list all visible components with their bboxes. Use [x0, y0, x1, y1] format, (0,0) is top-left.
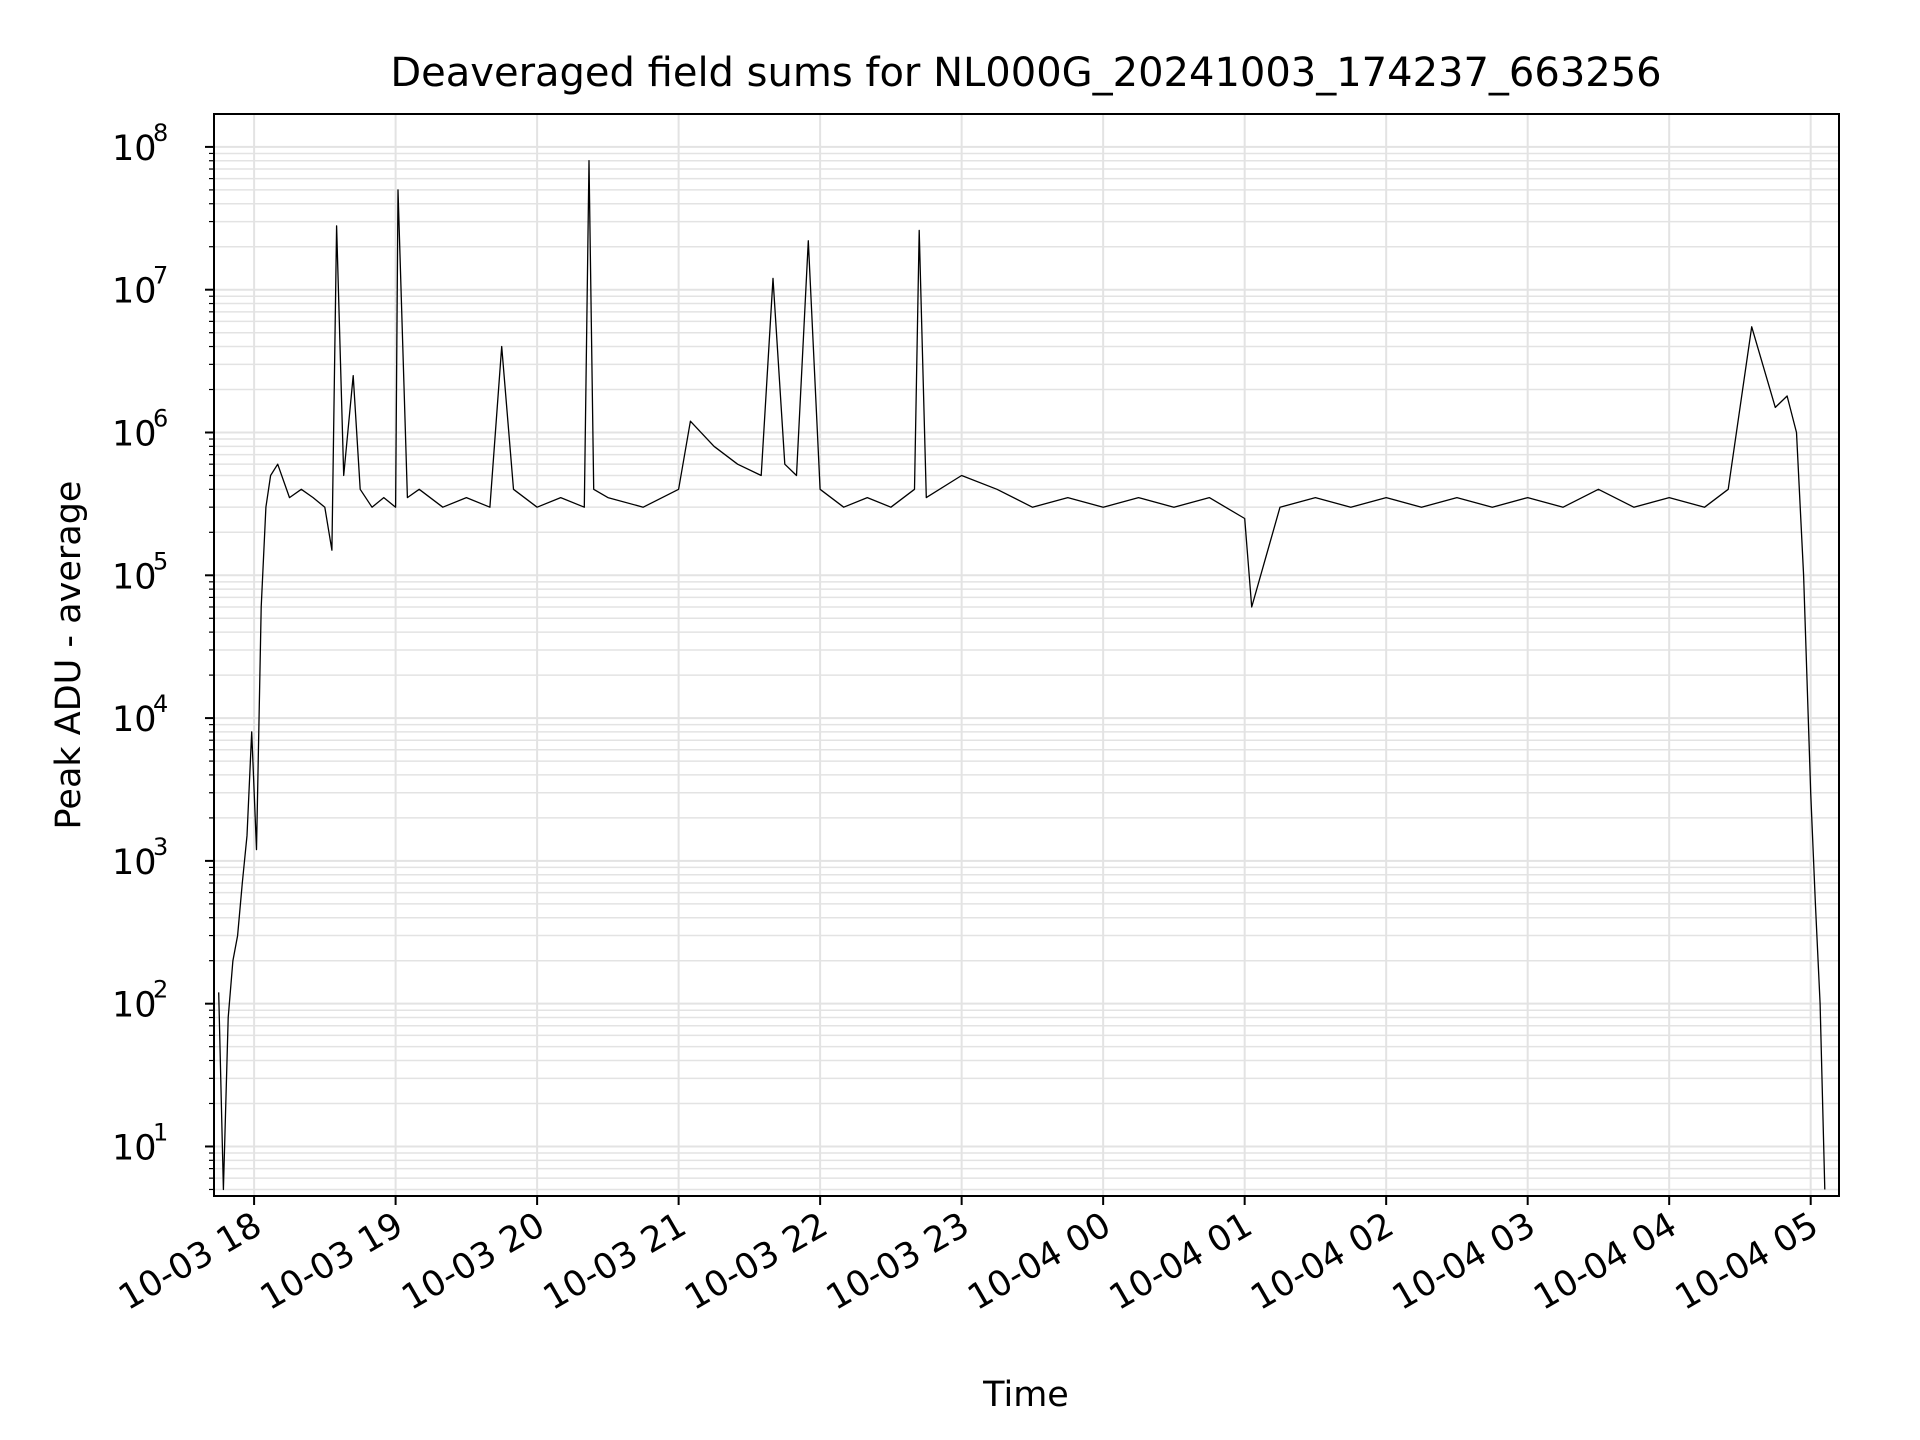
x-tick-label: 10-03 18 [112, 1205, 268, 1318]
y-tick-label: 10 [112, 557, 157, 597]
x-tick-label: 10-03 21 [537, 1205, 693, 1318]
y-tick-label: 10 [112, 986, 157, 1026]
x-tick-label: 10-04 02 [1244, 1205, 1400, 1318]
y-tick-label: 10 [112, 700, 157, 740]
y-tick-exponent: 4 [153, 690, 168, 718]
chart-title: Deaveraged field sums for NL000G_2024100… [390, 50, 1661, 96]
series-line [218, 160, 1826, 1191]
x-tick-label: 10-03 23 [820, 1205, 976, 1318]
y-tick-label: 10 [112, 843, 157, 883]
y-tick-label: 10 [112, 1128, 157, 1168]
y-tick-label: 10 [112, 272, 157, 312]
y-tick-exponent: 3 [153, 833, 168, 861]
grid [214, 114, 1839, 1196]
x-tick-label: 10-04 03 [1386, 1205, 1542, 1318]
x-tick-label: 10-04 01 [1103, 1205, 1259, 1318]
x-tick-label: 10-04 04 [1527, 1205, 1683, 1318]
y-tick-label: 10 [112, 414, 157, 454]
y-tick-exponent: 6 [153, 404, 168, 432]
y-tick-exponent: 5 [153, 547, 168, 575]
y-tick-exponent: 1 [153, 1118, 168, 1146]
series [218, 160, 1826, 1191]
plot-frame [213, 113, 1840, 1197]
x-tick-label: 10-03 22 [678, 1205, 834, 1318]
x-tick-label: 10-04 00 [961, 1205, 1117, 1318]
y-tick-exponent: 7 [153, 262, 168, 290]
y-tick-exponent: 2 [153, 976, 168, 1004]
x-tick-label: 10-04 05 [1669, 1205, 1825, 1318]
x-tick-label: 10-03 19 [254, 1205, 410, 1318]
x-tick-label: 10-03 20 [395, 1205, 551, 1318]
x-axis-label: Time [982, 1375, 1069, 1415]
y-axis-label: Peak ADU - average [49, 481, 89, 830]
y-tick-exponent: 8 [153, 119, 168, 147]
y-tick-label: 10 [112, 129, 157, 169]
